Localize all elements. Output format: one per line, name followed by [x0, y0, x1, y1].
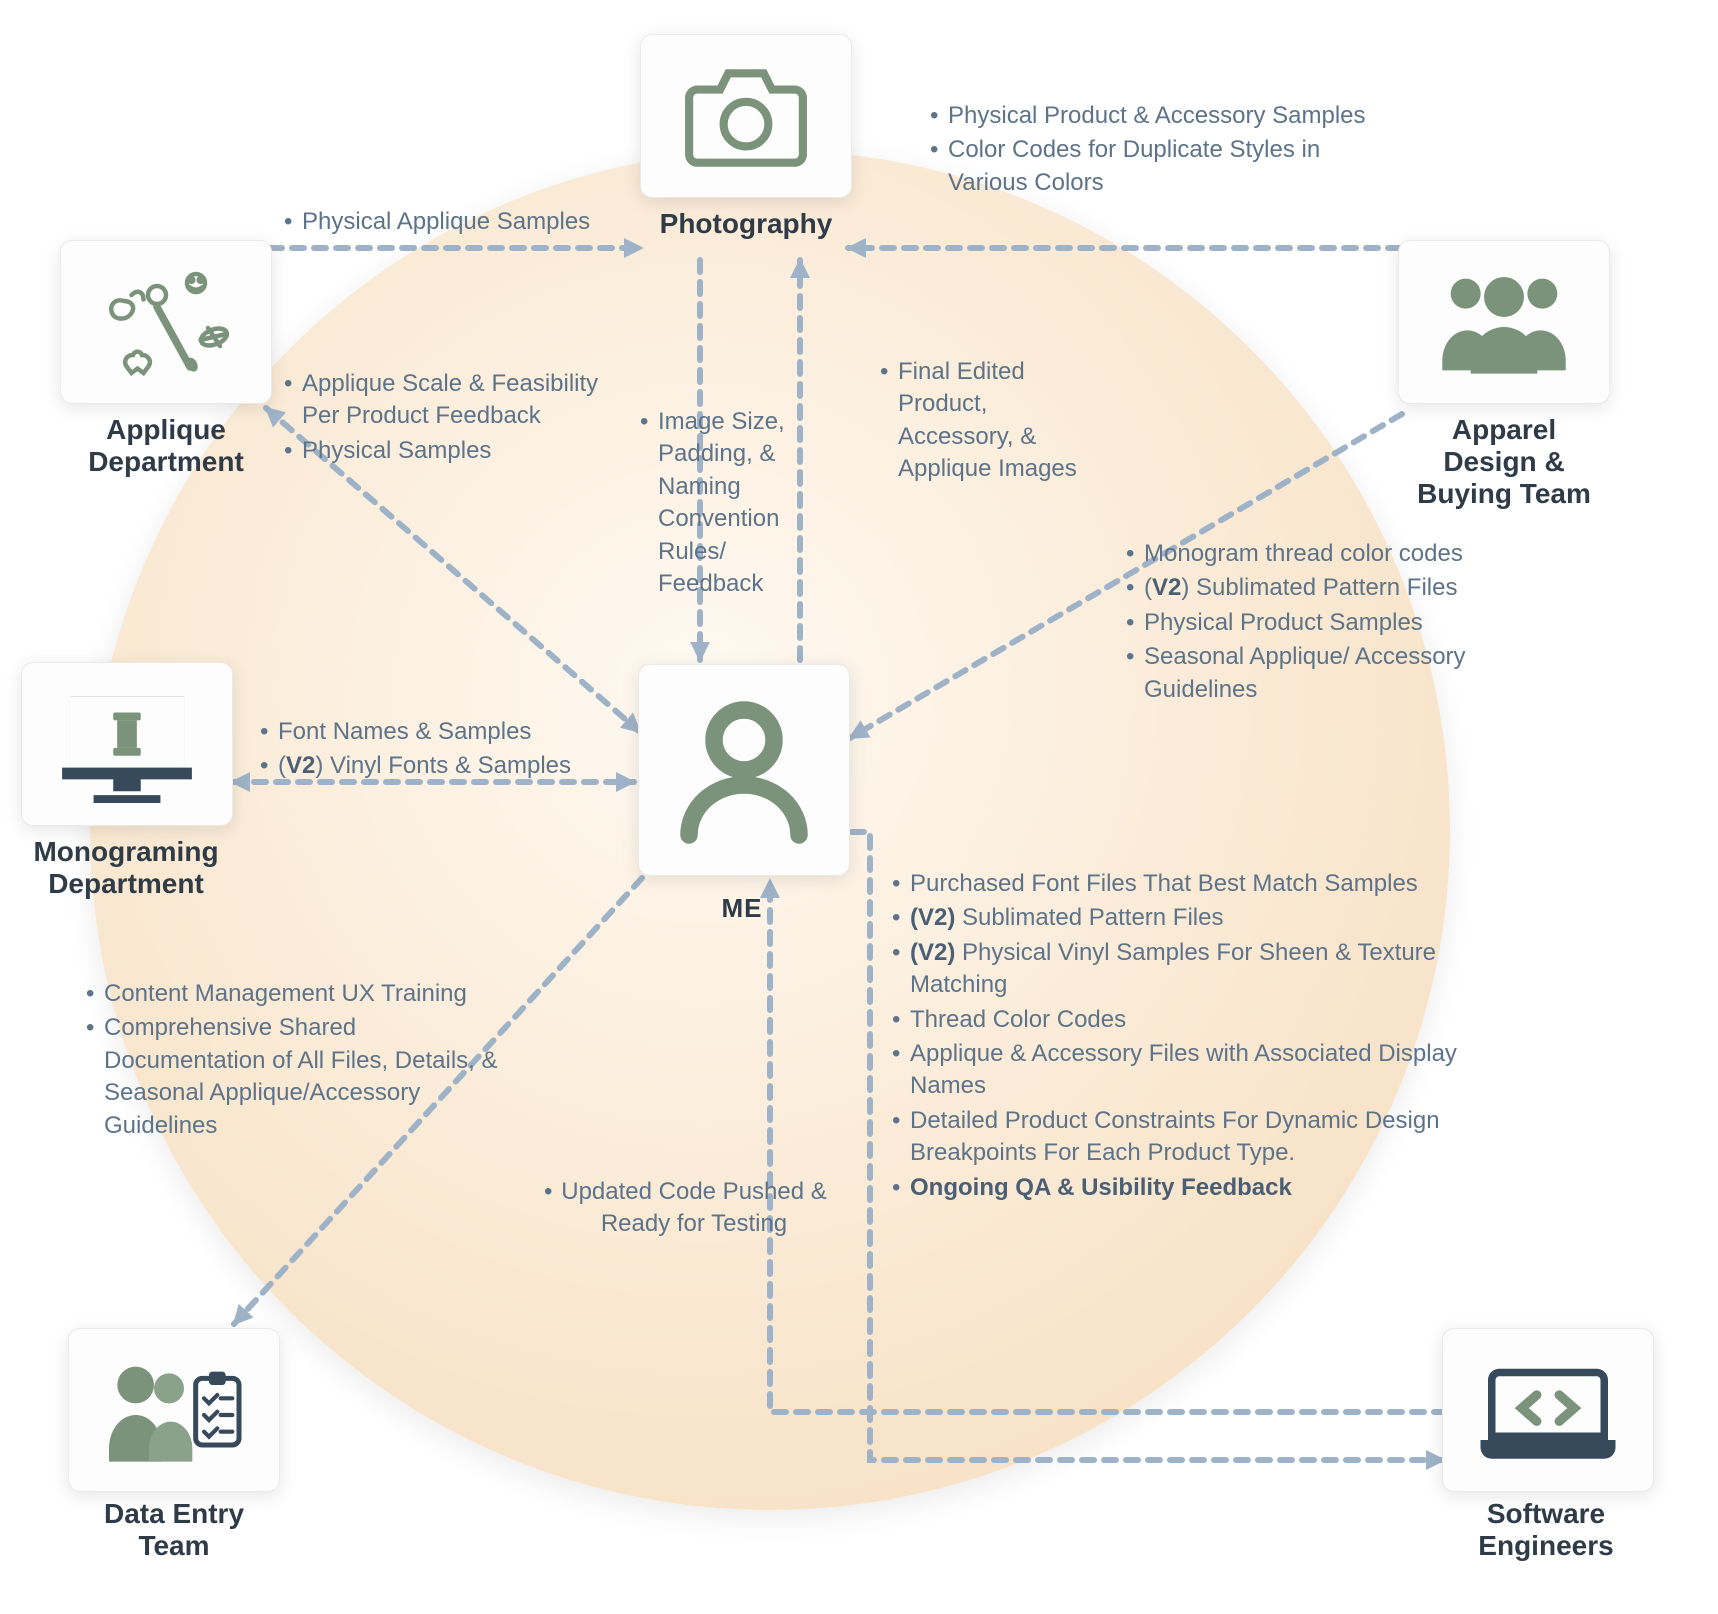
- node-monograming: [21, 662, 233, 826]
- annotation-item: (V2) Sublimated Pattern Files: [888, 902, 1508, 934]
- annotation-item: Color Codes for Duplicate Styles in Vari…: [926, 134, 1396, 199]
- annotation-item: (V2) Vinyl Fonts & Samples: [256, 750, 636, 782]
- annotation-item: Seasonal Applique/ Accessory Guidelines: [1122, 641, 1502, 706]
- annot-applique-to-photography: Physical Applique Samples: [280, 206, 660, 240]
- annot-apparel-to-me: Monogram thread color codes(V2) Sublimat…: [1122, 538, 1502, 708]
- node-label-me: ME: [702, 894, 782, 924]
- annotation-item: (V2) Sublimated Pattern Files: [1122, 572, 1502, 604]
- node-applique: [60, 240, 272, 404]
- applique-icon: [91, 262, 241, 382]
- annotation-item: Image Size, Padding, & Naming Convention…: [636, 406, 836, 600]
- annotation-item: Final Edited Product, Accessory, & Appli…: [876, 356, 1096, 486]
- node-photography: [640, 34, 852, 198]
- node-label-monograming: Monograming Department: [10, 836, 242, 900]
- node-data-entry: [68, 1328, 280, 1492]
- annot-photography-to-me: Final Edited Product, Accessory, & Appli…: [876, 356, 1096, 488]
- group-icon: [1429, 263, 1579, 381]
- node-label-software: Software Engineers: [1438, 1498, 1654, 1562]
- node-software-engineers: [1442, 1328, 1654, 1492]
- laptop-code-icon: [1473, 1351, 1623, 1469]
- annotation-item: Detailed Product Constraints For Dynamic…: [888, 1105, 1508, 1170]
- monitor-spool-icon: [57, 685, 197, 803]
- annot-monogram-to-me: Font Names & Samples(V2) Vinyl Fonts & S…: [256, 716, 636, 785]
- annotation-item: Physical Samples: [280, 435, 600, 467]
- annotation-item: (V2) Physical Vinyl Samples For Sheen & …: [888, 937, 1508, 1002]
- annotation-item: Ongoing QA & Usibility Feedback: [888, 1172, 1508, 1204]
- camera-icon: [681, 61, 811, 171]
- node-label-data-entry: Data Entry Team: [66, 1498, 282, 1562]
- annot-software-to-me: Updated Code Pushed & Ready for Testing: [540, 1176, 830, 1243]
- annotation-item: Font Names & Samples: [256, 716, 636, 748]
- annotation-item: Applique Scale & Feasibility Per Product…: [280, 368, 600, 433]
- annotation-item: Purchased Font Files That Best Match Sam…: [888, 868, 1508, 900]
- annot-me-to-photography: Image Size, Padding, & Naming Convention…: [636, 406, 836, 602]
- annotation-item: Updated Code Pushed & Ready for Testing: [540, 1176, 830, 1241]
- node-label-applique: Applique Department: [58, 414, 274, 478]
- annotation-item: Physical Product & Accessory Samples: [926, 100, 1396, 132]
- annotation-item: Physical Applique Samples: [280, 206, 660, 238]
- annot-applique-to-me: Applique Scale & Feasibility Per Product…: [280, 368, 600, 469]
- annot-me-to-dataentry: Content Management UX TrainingComprehens…: [82, 978, 512, 1144]
- annotation-item: Thread Color Codes: [888, 1004, 1508, 1036]
- node-apparel-team: [1398, 240, 1610, 404]
- person-icon: [669, 695, 819, 845]
- annotation-item: Monogram thread color codes: [1122, 538, 1502, 570]
- node-label-apparel: Apparel Design & Buying Team: [1396, 414, 1612, 511]
- annotation-item: Content Management UX Training: [82, 978, 512, 1010]
- annotation-item: Applique & Accessory Files with Associat…: [888, 1038, 1508, 1103]
- annot-apparel-to-photography: Physical Product & Accessory SamplesColo…: [926, 100, 1396, 201]
- node-me: [638, 664, 850, 876]
- annotation-item: Comprehensive Shared Documentation of Al…: [82, 1012, 512, 1142]
- annotation-item: Physical Product Samples: [1122, 607, 1502, 639]
- annot-me-to-software: Purchased Font Files That Best Match Sam…: [888, 868, 1508, 1206]
- team-clipboard-icon: [99, 1351, 249, 1469]
